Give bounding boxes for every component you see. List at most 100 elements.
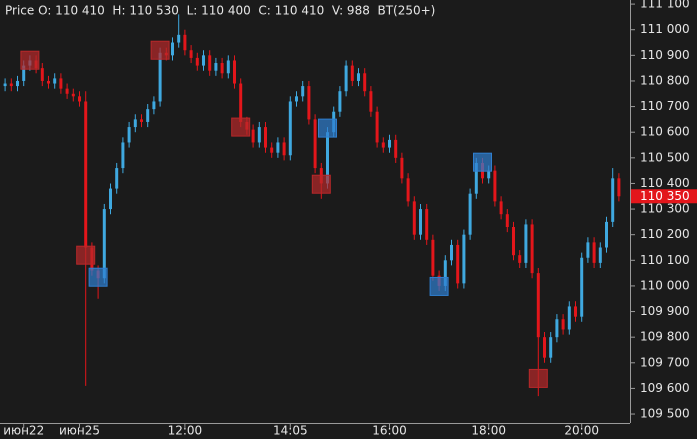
x-tick-label: 18:00 [471,424,506,438]
candle-body [524,224,528,263]
candle-body [109,188,112,210]
candle-body [171,42,174,56]
candle-body [567,306,571,330]
candle-body [22,65,26,81]
candle-body [381,142,385,148]
candle-body [288,101,292,156]
y-tick-label: 110 100 [640,253,690,267]
candle-body [84,101,88,248]
candle-body [220,63,224,74]
x-tick-label: 12:00 [168,424,203,438]
candle-body [611,178,615,222]
candle-body [195,57,199,66]
candle-body [177,34,181,43]
candle-body [282,142,286,156]
signal-box [76,245,96,265]
candle-body [518,255,522,263]
signal-box [231,117,251,137]
y-tick-label: 110 200 [640,227,690,241]
candle-body [605,221,608,248]
candle-body [183,34,187,51]
y-tick-label: 109 800 [640,330,690,344]
y-tick-label: 109 600 [640,381,690,395]
y-tick-label: 110 000 [640,278,690,292]
candle-body [400,157,404,179]
x-tick-label: июн22 [3,424,44,438]
y-tick-label: 110 800 [640,73,690,87]
candle-body [474,162,478,194]
candle-body [425,209,429,240]
candle-body [499,201,503,215]
candle-body [580,257,584,317]
x-tick-label: 20:00 [564,424,599,438]
y-tick-label: 109 500 [640,407,690,421]
signal-box [318,118,337,138]
candle-body [257,127,261,143]
candle-body [47,80,50,84]
signal-box [429,276,449,296]
candle-body [326,132,329,184]
x-tick-label: июн25 [59,424,100,438]
candle-body [3,83,7,87]
candle-body [412,201,416,235]
candle-body [561,319,565,330]
candle-body [313,119,317,169]
y-tick-label: 110 400 [640,176,690,190]
candle-body [233,60,236,84]
signal-box [20,50,40,70]
candle-body [78,96,81,102]
y-tick-label: 111 100 [640,0,690,11]
candle-body [493,170,497,202]
candle-body [189,50,193,58]
candle-body [586,242,590,258]
candle-body [338,91,342,112]
y-tick-label: 109 700 [640,355,690,369]
candle-body [505,214,509,228]
candle-body [369,91,373,112]
candle-body [487,170,491,179]
candle-body [152,101,156,110]
candle-body [226,60,230,74]
candle-body [202,55,205,66]
candle-body [65,88,69,94]
candle-body [251,129,255,143]
x-tick-label: 14:05 [273,424,308,438]
candle-body [344,65,348,92]
candle-body [419,209,422,235]
last-price-label: 110 350 [640,189,690,203]
signal-box [150,40,170,60]
candle-body [133,119,137,128]
candle-body [301,86,305,97]
candle-body [462,234,466,284]
candle-body [16,80,19,87]
candle-body [555,319,559,338]
x-tick-label: 16:00 [372,424,407,438]
candle-body [512,227,515,256]
candle-body [598,247,602,263]
candle-body [59,78,63,89]
candle-body [530,224,534,274]
candle-body [468,193,472,235]
candle-body [357,73,360,81]
candle-body [617,178,621,197]
candle-body [536,273,540,338]
y-tick-label: 109 900 [640,304,690,318]
candle-body [350,65,354,81]
candle-body [140,119,143,122]
candle-body [146,109,150,122]
signal-box [88,267,108,287]
candle-body [239,83,243,122]
last-price-box [631,189,697,204]
candle-body [450,244,453,261]
candle-body [295,96,298,102]
candle-body [394,139,398,158]
candle-body [592,242,596,263]
y-tick-label: 110 500 [640,150,690,164]
candle-body [158,52,162,102]
candle-body [208,55,212,71]
signal-box [311,174,331,194]
y-tick-label: 110 600 [640,125,690,139]
candle-body [53,78,57,84]
